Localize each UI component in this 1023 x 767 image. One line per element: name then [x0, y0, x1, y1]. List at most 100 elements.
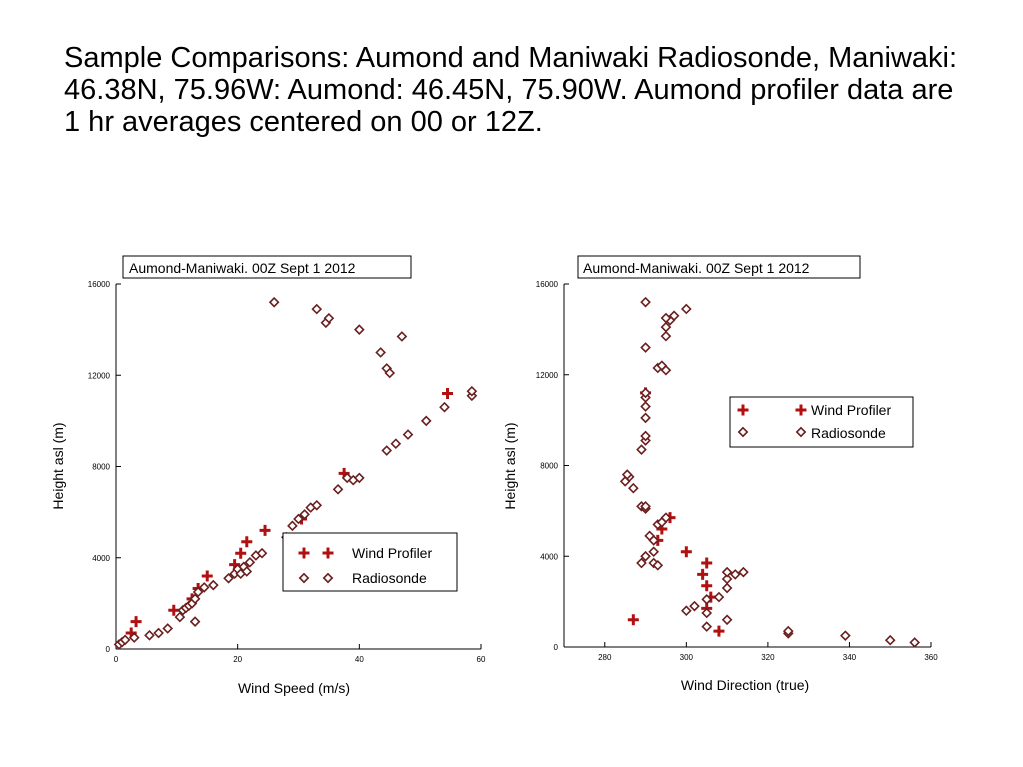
y-tick-label: 0: [554, 643, 559, 652]
x-tick-label: 0: [114, 655, 119, 664]
radiosonde-point: [189, 616, 201, 627]
wind-profiler-point: [168, 604, 180, 616]
radiosonde-point: [144, 629, 155, 641]
y-tick-label: 12000: [536, 371, 559, 380]
x-axis-title: Wind Speed (m/s): [238, 680, 350, 696]
x-tick-label: 340: [843, 653, 857, 662]
radiosonde-point: [621, 469, 633, 480]
radiosonde-point: [208, 579, 219, 591]
legend-cross-marker: [298, 547, 310, 559]
radiosonde-point: [128, 632, 140, 643]
radiosonde-point: [660, 512, 672, 524]
wind-profiler-point: [627, 614, 639, 626]
radiosonde-point: [375, 347, 386, 358]
radiosonde-point: [652, 559, 664, 571]
radiosonde-point: [738, 566, 749, 578]
y-tick-label: 8000: [540, 462, 558, 471]
radiosonde-point: [627, 482, 639, 494]
radiosonde-point: [640, 296, 651, 308]
radiosonde-point: [660, 321, 672, 333]
legend-diamond-marker: [737, 426, 749, 438]
legend-diamond-marker: [795, 426, 807, 438]
radiosonde-point: [640, 387, 651, 399]
y-axis-title: Height asl (m): [50, 422, 66, 509]
radiosonde-point: [909, 637, 921, 648]
wind-profiler-point: [130, 616, 142, 628]
radiosonde-point: [884, 634, 896, 646]
radiosonde-point: [162, 623, 174, 634]
radiosonde-point: [644, 530, 655, 542]
radiosonde-point: [782, 625, 794, 637]
x-tick-label: 280: [598, 653, 612, 662]
radiosonde-point: [701, 621, 713, 632]
radiosonde-point: [701, 607, 713, 619]
x-tick-label: 320: [761, 653, 775, 662]
wind-profiler-point: [680, 546, 692, 558]
wind-profiler-point: [259, 524, 271, 536]
legend-box: [729, 396, 914, 448]
radiosonde-point: [287, 520, 298, 532]
y-axis-title: Height asl (m): [502, 422, 518, 509]
y-tick-label: 16000: [88, 280, 111, 289]
y-tick-label: 0: [106, 645, 111, 654]
legend-label-wind-profiler: Wind Profiler: [352, 545, 432, 561]
radiosonde-point: [648, 546, 660, 558]
wind-profiler-point: [713, 625, 725, 637]
radiosonde-point: [402, 429, 414, 440]
radiosonde-point: [840, 630, 851, 641]
y-tick-label: 12000: [88, 371, 111, 380]
radiosonde-point: [640, 412, 651, 424]
wind-profiler-point: [701, 557, 713, 569]
radiosonde-point: [323, 312, 335, 324]
radiosonde-point: [660, 364, 672, 376]
radiosonde-point: [332, 483, 344, 495]
legend-marker-wind-profiler: [298, 547, 334, 559]
radiosonde-point: [721, 582, 733, 594]
radiosonde-point: [721, 573, 733, 585]
chart-title: Aumond-Maniwaki. 00Z Sept 1 2012: [583, 260, 810, 276]
slide-title: Sample Comparisons: Aumond and Maniwaki …: [64, 42, 958, 138]
radiosonde-point: [381, 445, 393, 456]
wind-profiler-point: [235, 547, 247, 559]
radiosonde-point: [268, 296, 280, 308]
radiosonde-point: [713, 591, 725, 603]
radiosonde-point: [244, 556, 256, 568]
radiosonde-point: [660, 312, 672, 324]
legend-marker-wind-profiler: [737, 404, 807, 416]
y-tick-label: 4000: [92, 554, 110, 563]
legend-cross-marker: [795, 404, 807, 416]
radiosonde-point: [640, 342, 651, 353]
radiosonde-point: [396, 331, 408, 342]
radiosonde-point: [636, 557, 647, 569]
x-tick-label: 300: [680, 653, 694, 662]
radiosonde-point: [721, 614, 733, 626]
radiosonde-point: [636, 444, 647, 455]
legend-label-wind-profiler: Wind Profiler: [811, 402, 891, 418]
radiosonde-point: [640, 550, 651, 562]
radiosonde-point: [354, 324, 365, 335]
legend-marker-radiosonde: [298, 572, 334, 584]
radiosonde-point: [721, 566, 733, 578]
legend-cross-marker: [322, 547, 334, 559]
radiosonde-point: [729, 569, 741, 580]
radiosonde-point: [466, 385, 478, 397]
chart-title: Aumond-Maniwaki. 00Z Sept 1 2012: [129, 260, 356, 276]
radiosonde-point: [640, 401, 651, 412]
y-tick-label: 16000: [536, 280, 559, 289]
radiosonde-point: [640, 501, 651, 512]
chart-title-box: [122, 255, 412, 279]
legend-box: [282, 532, 458, 592]
radiosonde-point: [223, 572, 234, 584]
radiosonde-point: [681, 303, 692, 315]
legend-label-radiosonde: Radiosonde: [352, 570, 427, 586]
radiosonde-point: [681, 605, 692, 617]
radiosonde-point: [640, 430, 651, 442]
legend-diamond-marker: [322, 572, 334, 584]
wind-profiler-point: [241, 536, 253, 548]
radiosonde-point: [241, 566, 253, 577]
radiosonde-point: [192, 586, 204, 598]
radiosonde-point: [420, 415, 432, 427]
radiosonde-point: [390, 438, 402, 450]
